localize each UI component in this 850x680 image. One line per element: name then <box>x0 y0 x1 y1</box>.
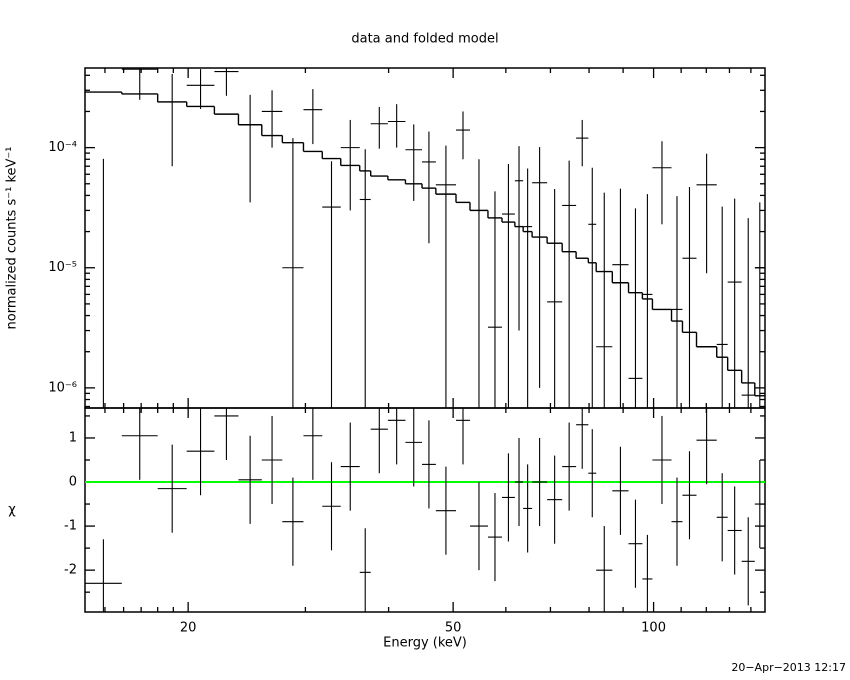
x-axis-label: Energy (keV) <box>383 636 467 651</box>
y-axis-label: χ <box>8 503 16 518</box>
y-tick-label: 10⁻⁶ <box>48 380 77 395</box>
timestamp: 20−Apr−2013 12:17 <box>731 661 846 674</box>
plot-frame <box>84 407 766 613</box>
plot-frame <box>84 67 766 409</box>
x-tick-label: 100 <box>641 621 666 636</box>
y-tick-label: 10⁻⁵ <box>48 260 77 275</box>
chart-title: data and folded model <box>351 32 498 47</box>
y-tick-label: -2 <box>64 563 77 578</box>
plot-area <box>85 68 765 408</box>
y-tick-label: 0 <box>69 475 77 490</box>
y-tick-label: 1 <box>69 430 77 445</box>
plot-area <box>85 408 765 612</box>
y-tick-label: -1 <box>64 519 77 534</box>
y-axis-label: normalized counts s⁻¹ keV⁻¹ <box>5 147 20 330</box>
x-tick-label: 50 <box>445 621 462 636</box>
x-tick-label: 20 <box>180 621 197 636</box>
y-tick-label: 10⁻⁴ <box>48 140 77 155</box>
